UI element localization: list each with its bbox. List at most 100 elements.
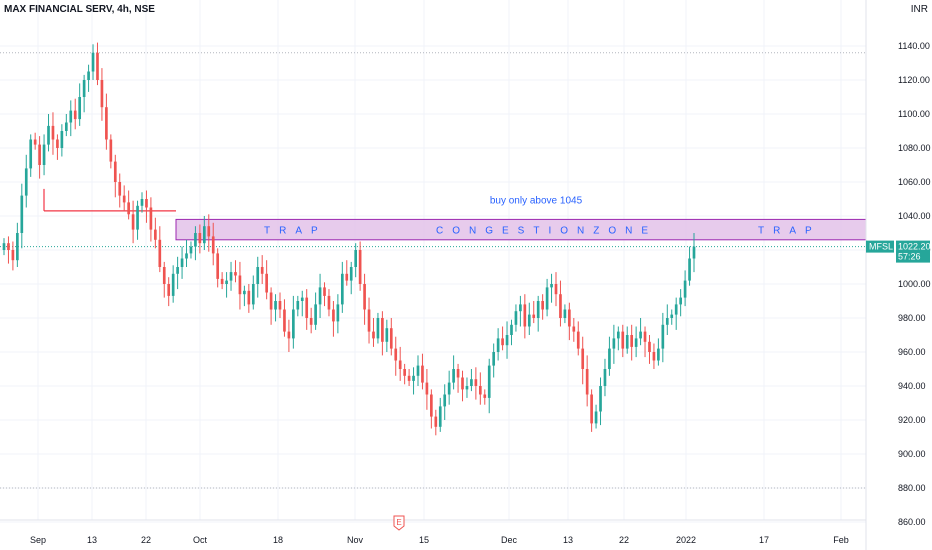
candle-body (625, 335, 629, 349)
candle-body (56, 139, 59, 148)
candle (683, 270, 687, 307)
candle (643, 326, 647, 358)
candle-body (536, 301, 540, 318)
candle-body (474, 379, 478, 386)
y-tick-label: 1080.00 (898, 143, 931, 153)
candle-body (559, 294, 562, 318)
candle (140, 192, 144, 213)
candle-body (73, 110, 77, 120)
candle-body (425, 382, 429, 395)
candle (207, 214, 211, 252)
candle-body (340, 273, 344, 305)
candle-body (265, 273, 268, 293)
candle-body (492, 352, 496, 366)
candle (456, 363, 460, 393)
candlesticks (2, 42, 696, 436)
candle (24, 154, 28, 208)
candle-body (674, 304, 678, 315)
candle (100, 68, 104, 121)
x-tick-label: 22 (141, 535, 151, 545)
candle (398, 346, 402, 381)
time-axis[interactable]: Sep 13 22 Oct 18 Nov 15 Dec 13 22 2022 17 Feb (0, 519, 866, 545)
candle-body (336, 304, 340, 322)
candle (292, 295, 295, 349)
y-tick-label: 1040.00 (898, 211, 931, 221)
candle-body (572, 326, 576, 332)
x-tick-label: Feb (833, 535, 849, 545)
candle (470, 369, 473, 392)
candle-body (345, 273, 349, 281)
candle (189, 241, 193, 259)
x-tick-label: 13 (87, 535, 97, 545)
candle (550, 273, 553, 303)
candle (283, 299, 286, 337)
candle-body (581, 348, 585, 369)
candle-body (670, 314, 674, 318)
candle-body (519, 304, 522, 312)
candle-body (140, 199, 144, 206)
candle (136, 200, 139, 240)
candle-body (64, 122, 68, 131)
candle (590, 389, 593, 432)
candle (216, 248, 220, 288)
y-tick-label: 860.00 (898, 517, 926, 527)
candle (345, 260, 349, 286)
candle (314, 292, 317, 330)
candle (91, 44, 95, 80)
candle (211, 222, 215, 266)
candle-body (407, 375, 411, 381)
candle-body (532, 314, 536, 318)
candle-body (652, 352, 656, 361)
candle-body (158, 239, 162, 267)
candle (274, 294, 277, 322)
y-tick-label: 960.00 (898, 347, 926, 357)
candle (563, 304, 567, 324)
currency-label[interactable]: INR (910, 4, 928, 15)
candle-body (421, 365, 424, 383)
candle-body (461, 377, 464, 390)
candle (372, 318, 375, 347)
candle (2, 238, 6, 256)
candle (625, 326, 629, 354)
candle (269, 287, 273, 325)
price-tag-value: 1022.20 (898, 242, 931, 252)
candle-body (465, 386, 469, 390)
candle (96, 42, 99, 86)
candle-body (278, 301, 282, 310)
candle (296, 295, 300, 317)
buy-note-annotation: buy only above 1045 (490, 195, 583, 206)
price-axis[interactable]: 860.00 880.00 900.00 920.00 940.00 960.00 980.… (865, 0, 931, 550)
candle (287, 319, 291, 352)
candle-body (599, 386, 602, 412)
candle-body (679, 297, 682, 305)
candle (536, 295, 540, 332)
candle (501, 326, 504, 351)
candle (367, 297, 371, 344)
candle (652, 343, 656, 369)
y-tick-label: 1000.00 (898, 279, 931, 289)
candle-body (78, 97, 82, 120)
candle (42, 134, 46, 176)
candle (483, 389, 487, 405)
candle (11, 241, 15, 271)
candle-body (11, 250, 15, 261)
candle-body (194, 233, 197, 247)
candle (202, 216, 206, 250)
candle (474, 367, 478, 400)
candle (220, 272, 224, 290)
candle (478, 372, 482, 405)
candle-body (514, 311, 518, 325)
candle (447, 370, 451, 405)
earnings-marker-icon[interactable]: E (393, 515, 405, 531)
candle (389, 318, 393, 356)
candle (60, 124, 64, 157)
x-tick-label: Nov (347, 535, 364, 545)
candle (260, 255, 264, 284)
candle (300, 290, 304, 317)
x-tick-label: 18 (273, 535, 283, 545)
candle (421, 353, 424, 390)
candle (332, 301, 335, 337)
candle (385, 319, 389, 352)
candle-body (643, 331, 647, 342)
